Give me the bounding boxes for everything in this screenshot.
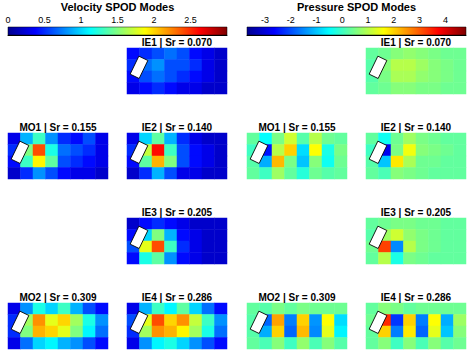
svg-text:MO2 | Sr = 0.309: MO2 | Sr = 0.309 bbox=[258, 292, 335, 303]
svg-text:IE1 | Sr = 0.070: IE1 | Sr = 0.070 bbox=[142, 37, 213, 48]
svg-text:0: 0 bbox=[340, 15, 345, 25]
svg-text:0.5: 0.5 bbox=[38, 15, 51, 25]
svg-text:IE2 | Sr = 0.140: IE2 | Sr = 0.140 bbox=[381, 122, 452, 133]
svg-text:-3: -3 bbox=[261, 15, 269, 25]
svg-text:-1: -1 bbox=[313, 15, 321, 25]
svg-text:3: 3 bbox=[417, 15, 422, 25]
svg-text:IE3 | Sr = 0.205: IE3 | Sr = 0.205 bbox=[142, 207, 213, 218]
svg-text:1: 1 bbox=[366, 15, 371, 25]
svg-text:IE2 | Sr = 0.140: IE2 | Sr = 0.140 bbox=[142, 122, 213, 133]
svg-text:IE4 | Sr = 0.286: IE4 | Sr = 0.286 bbox=[142, 292, 213, 303]
svg-text:0: 0 bbox=[5, 15, 10, 25]
svg-text:IE4 | Sr = 0.286: IE4 | Sr = 0.286 bbox=[381, 292, 452, 303]
svg-text:Velocity SPOD Modes: Velocity SPOD Modes bbox=[61, 1, 175, 13]
svg-text:4: 4 bbox=[443, 15, 448, 25]
svg-text:2: 2 bbox=[391, 15, 396, 25]
svg-text:MO2 | Sr = 0.309: MO2 | Sr = 0.309 bbox=[19, 292, 96, 303]
svg-text:MO1 | Sr = 0.155: MO1 | Sr = 0.155 bbox=[19, 122, 96, 133]
svg-text:2.5: 2.5 bbox=[184, 15, 197, 25]
svg-text:MO1 | Sr = 0.155: MO1 | Sr = 0.155 bbox=[258, 122, 335, 133]
svg-text:-2: -2 bbox=[287, 15, 295, 25]
svg-text:2: 2 bbox=[151, 15, 156, 25]
svg-text:Pressure SPOD Modes: Pressure SPOD Modes bbox=[297, 1, 416, 13]
svg-text:1: 1 bbox=[78, 15, 83, 25]
svg-text:IE1 | Sr = 0.070: IE1 | Sr = 0.070 bbox=[381, 37, 452, 48]
svg-text:IE3 | Sr = 0.205: IE3 | Sr = 0.205 bbox=[381, 207, 452, 218]
svg-text:1.5: 1.5 bbox=[111, 15, 124, 25]
